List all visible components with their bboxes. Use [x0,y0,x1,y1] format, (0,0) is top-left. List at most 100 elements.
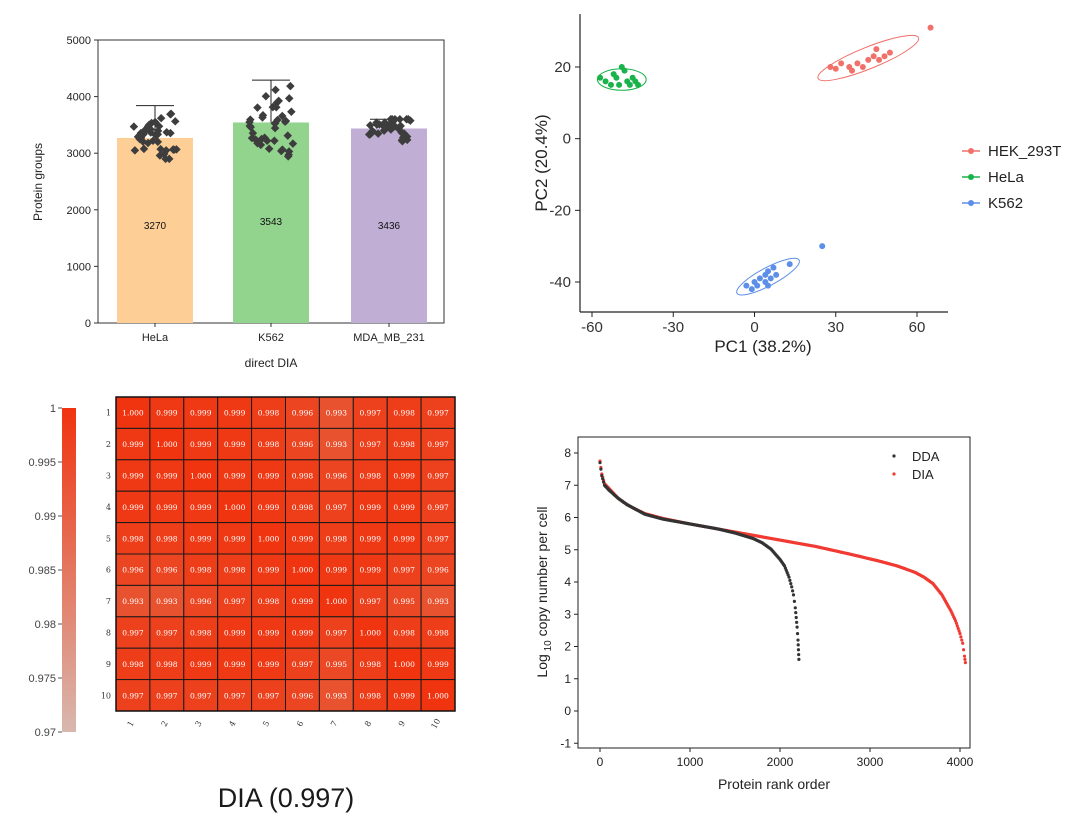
bar-value-label: 3436 [378,221,401,232]
heatmap-cell-value: 0.993 [427,597,449,606]
heatmap-cell-value: 0.999 [258,566,280,575]
bar-chart-panel: 0 1000 2000 3000 4000 5000 Protein groups direc… [31,35,445,370]
bar [117,137,193,323]
heatmap-cell [183,553,219,586]
data-point [786,261,793,268]
heatmap-cell-value: 0.997 [360,440,382,449]
heatmap-cell [251,522,287,555]
heatmap-cell-value: 0.997 [156,629,178,638]
data-point [248,128,258,138]
heatmap-cell-value: 1.000 [156,440,178,449]
heatmap-cell [386,584,422,618]
data-point [287,107,296,117]
data-point [159,149,169,159]
data-point [285,94,294,103]
data-point [616,81,623,88]
data-point [793,606,797,610]
row-label: 9 [106,660,111,669]
column-label: 4 [227,719,237,728]
heatmap-cell [352,459,388,492]
data-point [129,122,139,131]
data-point [154,122,164,131]
data-point [767,275,774,282]
data-point [790,585,794,589]
data-point [962,654,967,658]
heatmap-cell [318,647,354,681]
heatmap-cell-value: 0.997 [427,409,449,418]
heatmap-cell-value: 1.000 [258,534,280,543]
data-point [156,113,166,123]
heatmap-cell-value: 0.999 [156,409,178,418]
column-label: 10 [429,717,442,730]
y-tick-label: 0 [85,318,91,330]
colorbar-tick-label: 0.985 [28,565,56,577]
heatmap-cell-value: 0.999 [224,440,246,449]
heatmap-cell [352,647,388,681]
y-tick-label: 4 [564,575,571,589]
data-point [139,144,149,154]
x-tick-label: 30 [827,319,844,336]
heatmap-cell [352,616,388,649]
heatmap-cell [285,522,320,555]
y-tick-label: 0 [563,131,571,148]
data-point [795,632,800,636]
heatmap-cell-value: 0.999 [360,503,382,512]
data-point [954,621,959,625]
bar [233,122,309,323]
heatmap-cell-value: 0.999 [427,660,449,669]
heatmap-cell [420,553,456,586]
heatmap-cell-value: 0.997 [224,691,246,700]
y-tick-label: 5 [564,543,571,557]
data-point [626,81,633,88]
column-label: 2 [160,719,170,728]
y-tick-label: -40 [549,274,571,291]
heatmap-cell-value: 0.997 [258,691,280,700]
row-label: 7 [106,597,111,606]
heatmap-cell-value: 0.999 [224,409,246,418]
heatmap-cell-value: 0.999 [292,534,314,543]
data-point [794,611,798,615]
row-label: 1 [106,409,111,418]
heatmap-cell-value: 0.999 [292,629,314,638]
data-point [270,136,279,145]
heatmap-cell-value: 0.999 [122,472,144,481]
bar [351,128,427,323]
heatmap-cell-value: 0.999 [393,691,415,700]
heatmap-cell-value: 0.998 [258,440,280,449]
y-tick-label: -20 [549,202,571,219]
heatmap-cell-value: 0.998 [156,660,178,669]
heatmap-cell [149,459,185,492]
heatmap-cell-value: 0.999 [258,503,280,512]
data-point [621,67,628,74]
heatmap-cell-value: 0.999 [190,440,212,449]
heatmap-cell-value: 0.999 [326,566,348,575]
data-point [613,74,620,81]
heatmap-cell [251,616,287,649]
heatmap-cell [386,490,422,524]
data-point [166,109,176,119]
heatmap-cell-value: 1.000 [292,566,314,575]
heatmap-cell-value: 0.999 [156,503,178,512]
heatmap-cell-value: 1.000 [326,597,348,606]
data-point [257,134,266,144]
x-tick-label: 60 [909,319,926,336]
data-point [796,638,800,642]
x-tick-label: 3000 [857,755,884,769]
x-tick-label: 0 [597,755,604,769]
data-point [270,119,280,128]
data-point [264,144,274,153]
heatmap-cell [251,679,287,712]
data-point [283,131,293,140]
heatmap-cell [352,679,388,712]
y-tick-label: 7 [564,478,571,492]
data-point [635,81,642,88]
heatmap-cell [149,490,185,524]
legend-label: K562 [988,195,1023,212]
heatmap-cell-value: 0.998 [122,660,144,669]
heatmap-cell-value: 0.998 [326,534,348,543]
heatmap-cell-value: 0.999 [393,503,415,512]
heatmap-cell-value: 0.996 [292,409,314,418]
colorbar-tick-label: 1 [50,403,56,415]
plot-frame [577,436,971,749]
